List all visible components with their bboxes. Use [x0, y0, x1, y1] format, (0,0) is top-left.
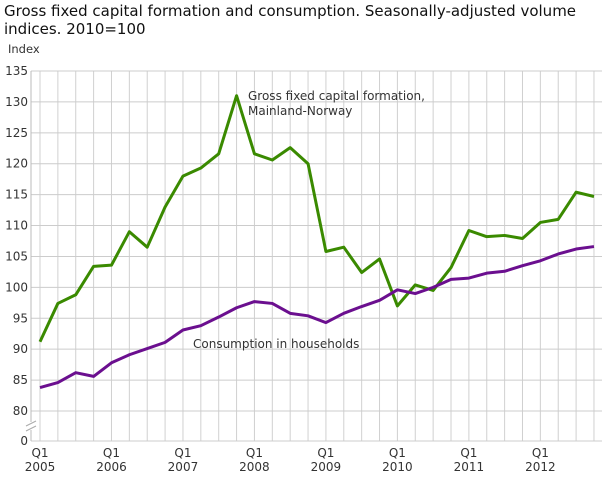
axis-break-mask: [25, 422, 37, 430]
x-tick-label: 2007: [168, 460, 199, 474]
axis-break-mark: [25, 420, 37, 427]
y-tick-label: 135: [5, 64, 28, 78]
x-tick-label: Q1: [31, 446, 48, 460]
x-tick-label: 2011: [454, 460, 485, 474]
series-label: Gross fixed capital formation,: [248, 89, 425, 103]
x-tick-label: Q1: [389, 446, 406, 460]
x-tick-label: 2010: [382, 460, 413, 474]
x-tick-label: 2009: [311, 460, 342, 474]
y-tick-label: 0: [20, 434, 28, 448]
x-tick-label: 2012: [525, 460, 556, 474]
y-tick-label: 130: [5, 95, 28, 109]
series-label: Consumption in households: [193, 337, 359, 351]
x-tick-label: Q1: [532, 446, 549, 460]
y-tick-label: 105: [5, 249, 28, 263]
y-tick-label: 120: [5, 157, 28, 171]
x-tick-label: Q1: [317, 446, 334, 460]
series-line-1: [39, 245, 595, 389]
series-line-0: [38, 94, 595, 343]
x-tick-label: 2005: [25, 460, 56, 474]
x-tick-label: Q1: [103, 446, 120, 460]
y-tick-label: 85: [13, 373, 28, 387]
x-tick-label: 2006: [96, 460, 127, 474]
y-tick-label: 110: [5, 219, 28, 233]
x-tick-label: Q1: [460, 446, 477, 460]
x-tick-label: Q1: [174, 446, 191, 460]
y-tick-label: 90: [13, 342, 28, 356]
series-label: Mainland-Norway: [248, 104, 352, 118]
y-axis-label: Index: [8, 42, 40, 56]
chart-title: Gross fixed capital formation and consum…: [4, 2, 577, 38]
y-tick-label: 100: [5, 280, 28, 294]
y-tick-label: 125: [5, 126, 28, 140]
y-tick-label: 80: [13, 404, 28, 418]
x-tick-label: Q1: [246, 446, 263, 460]
y-tick-label: 115: [5, 188, 28, 202]
y-tick-label: 95: [13, 311, 28, 325]
axis-break-mark: [25, 425, 37, 432]
x-tick-label: 2008: [239, 460, 270, 474]
